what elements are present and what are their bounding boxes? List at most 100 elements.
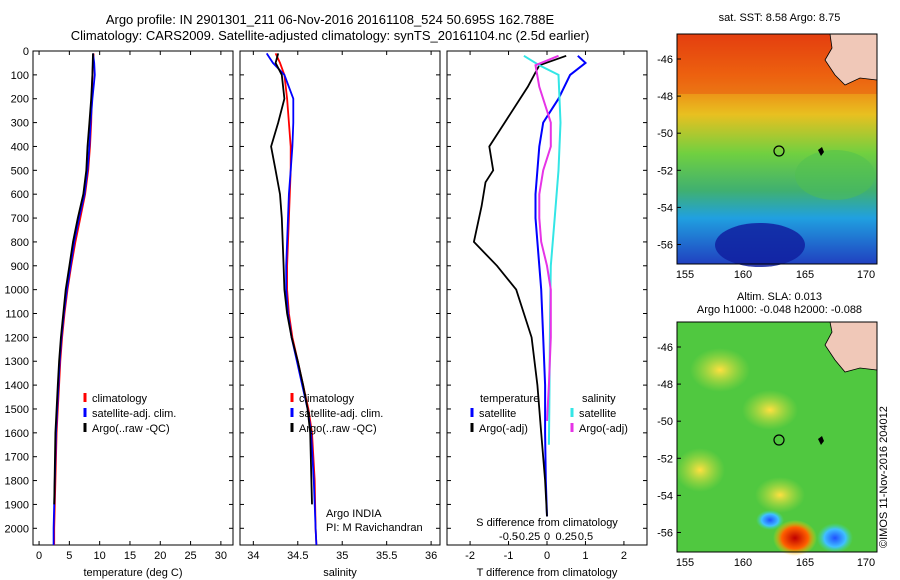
legend-entry: satellite bbox=[579, 408, 616, 420]
y-tick-label: 1900 bbox=[5, 499, 29, 511]
y-tick-label: 900 bbox=[11, 261, 29, 273]
map-y-tick-label: -56 bbox=[657, 239, 673, 251]
map-y-tick-label: -56 bbox=[657, 527, 673, 539]
x-tick-label: 35.5 bbox=[376, 550, 397, 562]
sla-high-patch bbox=[690, 348, 750, 392]
series-line-argo---raw--qc- bbox=[270, 53, 313, 505]
x-tick-label: 20 bbox=[154, 550, 166, 562]
secondary-tick-label: -0.5 bbox=[499, 531, 518, 543]
x-axis-label: salinity bbox=[323, 567, 357, 579]
map-x-tick-label: 165 bbox=[796, 269, 814, 281]
plot-frame bbox=[239, 50, 441, 546]
sst-map bbox=[676, 33, 878, 267]
map-x-tick-label: 155 bbox=[676, 557, 694, 569]
x-tick-label: -2 bbox=[465, 550, 475, 562]
secondary-tick-label: 0 bbox=[544, 531, 550, 543]
argo-float-location-marker bbox=[773, 145, 785, 157]
x-tick-label: 36 bbox=[425, 550, 437, 562]
sla-map-title-line1: Altim. SLA: 0.013 bbox=[737, 291, 822, 303]
sla-high-patch bbox=[742, 390, 798, 430]
panel-annotation: PI: M Ravichandran bbox=[326, 522, 423, 534]
series-line-argo---raw--qc- bbox=[53, 53, 94, 505]
panel-difference: -2 -1 0 1 2T difference from climatology S di… bbox=[446, 50, 648, 579]
legend-entry: satellite bbox=[479, 408, 516, 420]
secondary-tick-label: -0.25 bbox=[515, 531, 540, 543]
x-tick-label: 34.5 bbox=[287, 550, 308, 562]
map-x-tick-label: 170 bbox=[857, 557, 875, 569]
panel-annotation: Argo INDIA bbox=[326, 508, 382, 520]
sla-eddy-negative bbox=[756, 510, 784, 530]
sst-cold-region bbox=[715, 223, 805, 267]
y-tick-label: 1700 bbox=[5, 452, 29, 464]
map-x-tick-label: 160 bbox=[734, 269, 752, 281]
legend-heading: temperature bbox=[480, 393, 539, 405]
y-tick-label: 800 bbox=[11, 237, 29, 249]
map-x-tick-label: 155 bbox=[676, 269, 694, 281]
map-y-tick-label: -46 bbox=[657, 54, 673, 66]
x-tick-label: 1 bbox=[582, 550, 588, 562]
legend-heading: salinity bbox=[582, 393, 616, 405]
x-tick-label: 30 bbox=[215, 550, 227, 562]
map-y-tick-label: -50 bbox=[657, 128, 673, 140]
plot-frame bbox=[32, 50, 234, 546]
x-tick-label: -1 bbox=[504, 550, 514, 562]
y-tick-label: 1100 bbox=[5, 309, 29, 321]
x-tick-label: 25 bbox=[184, 550, 196, 562]
map-x-tick-label: 165 bbox=[796, 557, 814, 569]
y-tick-label: 0 bbox=[23, 46, 29, 58]
plot-title-line1: Argo profile: IN 2901301_211 06-Nov-2016… bbox=[105, 12, 555, 27]
secondary-tick-label: 0.5 bbox=[578, 531, 593, 543]
y-tick-label: 1300 bbox=[5, 356, 29, 368]
sla-map-title-line2: Argo h1000: -0.048 h2000: -0.088 bbox=[696, 304, 863, 316]
series-line-climatology bbox=[53, 53, 95, 545]
secondary-axis-label: S difference from climatology bbox=[476, 517, 618, 529]
series-line-satellite bbox=[523, 54, 562, 445]
panel-temperature: 0100200300400500600700800900100011001200… bbox=[5, 46, 234, 579]
y-tick-label: 100 bbox=[11, 70, 29, 82]
y-tick-label: 500 bbox=[11, 165, 29, 177]
x-axis-label: T difference from climatology bbox=[477, 567, 618, 579]
y-tick-label: 1600 bbox=[5, 428, 29, 440]
y-tick-label: 1200 bbox=[5, 332, 29, 344]
map-y-tick-label: -52 bbox=[657, 165, 673, 177]
legend-entry: climatology bbox=[92, 393, 148, 405]
plot-frame bbox=[446, 50, 648, 546]
map-y-tick-label: -52 bbox=[657, 453, 673, 465]
map-x-tick-label: 160 bbox=[734, 557, 752, 569]
y-tick-label: 200 bbox=[11, 94, 29, 106]
sst-map-frame bbox=[676, 33, 878, 265]
y-tick-label: 400 bbox=[11, 141, 29, 153]
island-marker bbox=[818, 436, 824, 445]
legend-entry: satellite-adj. clim. bbox=[92, 408, 176, 420]
series-line-argo--adj- bbox=[472, 54, 567, 517]
sla-map bbox=[675, 321, 878, 556]
sla-map-frame bbox=[676, 321, 878, 553]
map-y-tick-label: -54 bbox=[657, 490, 673, 502]
sla-high-patch bbox=[675, 448, 725, 492]
map-y-tick-label: -54 bbox=[657, 202, 673, 214]
island-marker bbox=[818, 147, 824, 156]
map-y-tick-label: -46 bbox=[657, 342, 673, 354]
map-y-tick-label: -50 bbox=[657, 416, 673, 428]
sla-eddy-negative bbox=[817, 523, 853, 553]
series-line-argo--adj- bbox=[534, 54, 559, 421]
sst-green-region bbox=[795, 150, 875, 200]
x-tick-label: 2 bbox=[621, 550, 627, 562]
x-tick-label: 0 bbox=[544, 550, 550, 562]
y-tick-label: 600 bbox=[11, 189, 29, 201]
x-tick-label: 5 bbox=[66, 550, 72, 562]
legend-entry: satellite-adj. clim. bbox=[299, 408, 383, 420]
sla-high-patch bbox=[755, 477, 805, 513]
secondary-tick-label: 0.25 bbox=[556, 531, 577, 543]
map-y-tick-label: -48 bbox=[657, 91, 673, 103]
y-tick-label: 2000 bbox=[5, 523, 29, 535]
sst-map-title: sat. SST: 8.58 Argo: 8.75 bbox=[718, 12, 841, 24]
y-tick-label: 300 bbox=[11, 118, 29, 130]
y-tick-label: 1000 bbox=[5, 285, 29, 297]
x-tick-label: 35 bbox=[336, 550, 348, 562]
map-x-tick-label: 170 bbox=[857, 269, 875, 281]
argo-float-location-marker bbox=[773, 434, 785, 446]
legend-entry: climatology bbox=[299, 393, 355, 405]
x-tick-label: 15 bbox=[124, 550, 136, 562]
